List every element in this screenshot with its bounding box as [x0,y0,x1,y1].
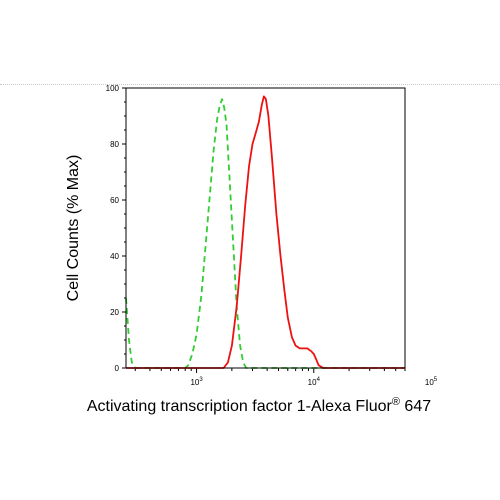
y-tick-label: 20 [110,308,119,317]
x-axis-title-suffix: 647 [400,398,431,415]
x-tick-label: 104 [308,377,321,387]
series-group [125,95,405,369]
x-tick-label: 105 [425,377,438,387]
y-tick-group: 0 20 40 60 80 100 [106,84,126,373]
top-divider-rule [0,84,500,85]
plot-frame [125,87,406,369]
y-axis-title: Cell Counts (% Max) [65,155,82,302]
y-tick-label: 0 [115,364,120,373]
y-tick-label: 40 [110,252,119,261]
x-tick-group: 103 104 105 [134,368,438,387]
x-axis-title-main: Activating transcription factor 1-Alexa … [87,398,393,415]
x-tick-label: 103 [190,377,203,387]
x-axis-title-superscript: ® [392,396,400,408]
series-line-2 [126,95,405,369]
y-tick-label: 80 [110,140,119,149]
series-line-1 [125,98,405,369]
y-tick-label: 60 [110,196,119,205]
x-axis-title: Activating transcription factor 1-Alexa … [87,396,431,415]
y-tick-label: 100 [106,84,120,93]
